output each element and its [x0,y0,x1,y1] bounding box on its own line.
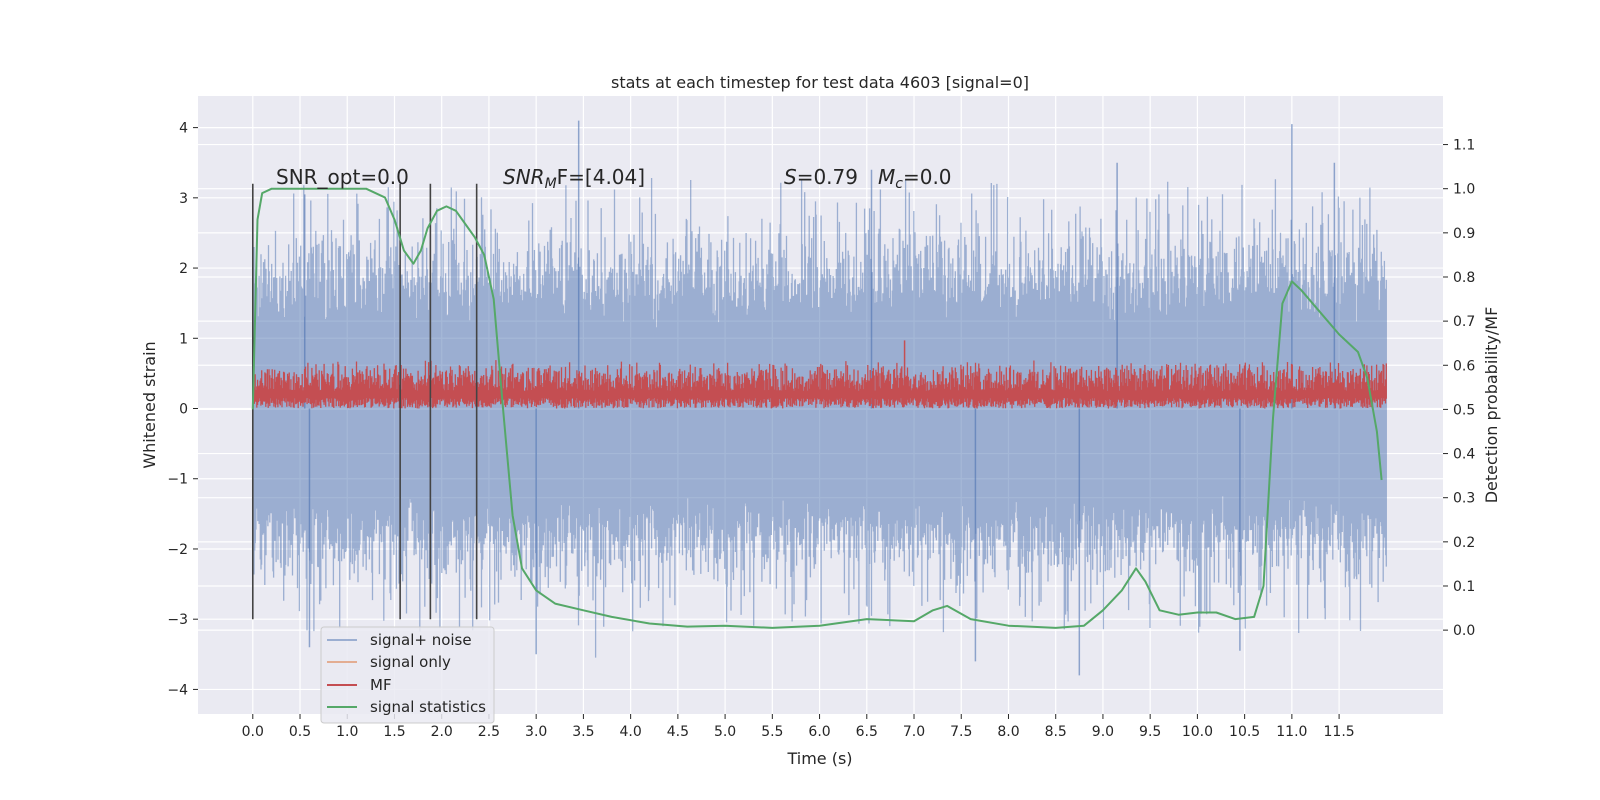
stats-series [251,187,1383,629]
x-tick-label: 6.5 [856,724,878,740]
y-tick-label: −4 [167,682,188,698]
y2-tick-label: 0.3 [1453,491,1475,507]
y-tick-label: −2 [167,542,188,558]
y-tick-label: −1 [167,472,188,488]
legend-label-mf: MF [370,676,392,694]
y-tick-label: 2 [179,261,188,277]
x-tick-label: 8.0 [997,724,1019,740]
y-axis-label: Whitened strain [140,341,159,468]
x-tick-label: 2.0 [431,724,453,740]
y-tick-label: 4 [179,121,188,137]
x-tick-label: 8.5 [1045,724,1067,740]
annotation-mc: Mc=0.0 [878,165,952,192]
y-tick-label: −3 [167,612,188,628]
mc-label: M [878,165,895,189]
legend-label-signal-only: signal only [370,653,451,671]
x-tick-label: 4.0 [619,724,641,740]
x-tick-label: 10.0 [1182,724,1213,740]
snr-mf-base: SNR [503,165,545,189]
x-tick-label: 9.0 [1092,724,1114,740]
s-label: S [784,165,797,189]
y2-tick-label: 0.0 [1453,623,1475,639]
legend-label-noise: signal+ noise [370,631,472,649]
y2-tick-label: 0.5 [1453,402,1475,418]
snr-mf-sub: M [545,176,557,192]
x-tick-label: 5.5 [761,724,783,740]
x-axis-label: Time (s) [786,749,852,768]
x-tick-label: 0.5 [289,724,311,740]
y2-tick-label: 0.7 [1453,314,1475,330]
x-tick-label: 7.0 [903,724,925,740]
y-tick-label: 0 [179,402,188,418]
legend-box [320,626,495,724]
annotation-s: S=0.79 [784,165,858,189]
legend: signal+ noise signal only MF signal stat… [320,626,495,724]
x-tick-label: 3.5 [572,724,594,740]
y-tick-label: 3 [179,191,188,207]
y2-tick-label: 0.1 [1453,579,1475,595]
y2-tick-label: 1.0 [1453,182,1475,198]
x-tick-label: 6.0 [808,724,830,740]
x-tick-label: 10.5 [1229,724,1260,740]
y2-tick-label: 0.4 [1453,447,1475,463]
s-value: =0.79 [797,165,858,189]
y2-tick-label: 0.2 [1453,535,1475,551]
annotation-snr-mf: SNRMF=[4.04] [503,165,645,192]
legend-label-stats: signal statistics [370,698,486,716]
x-tick-label: 1.5 [383,724,405,740]
x-tick-label: 11.5 [1324,724,1355,740]
y2-tick-label: 0.9 [1453,226,1475,242]
x-tick-label: 0.0 [242,724,264,740]
x-tick-label: 7.5 [950,724,972,740]
mc-sub: c [895,176,903,192]
annotation-snr-opt: SNR_opt=0.0 [276,165,409,189]
y2-axis-label: Detection probability/MF [1482,307,1501,504]
x-tick-label: 3.0 [525,724,547,740]
x-tick-label: 2.5 [478,724,500,740]
x-tick-label: 4.5 [667,724,689,740]
x-tick-label: 9.5 [1139,724,1161,740]
x-tick-label: 1.0 [336,724,358,740]
chart-title: stats at each timestep for test data 460… [611,73,1029,92]
snr-mf-rest: F=[4.04] [557,165,645,189]
y-tick-label: 1 [179,331,188,347]
y2-tick-label: 1.1 [1453,138,1475,154]
mc-value: =0.0 [903,165,952,189]
x-tick-label: 11.0 [1276,724,1307,740]
y2-tick-label: 0.6 [1453,358,1475,374]
x-tick-label: 5.0 [714,724,736,740]
ticks: 0.0 0.5 1.0 1.5 2.0 2.5 3.0 3.5 4.0 4.5 5.0 5.5 6.0 6… [167,121,1475,740]
y2-tick-label: 0.8 [1453,270,1475,286]
signal-statistics-line [251,187,1383,629]
